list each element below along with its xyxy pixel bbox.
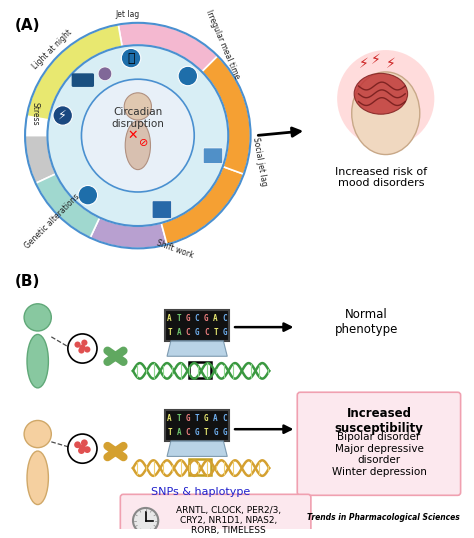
Text: T: T bbox=[213, 328, 218, 337]
Text: G: G bbox=[204, 314, 209, 323]
Text: A: A bbox=[176, 428, 181, 437]
Text: ⚡: ⚡ bbox=[386, 58, 395, 72]
Circle shape bbox=[24, 421, 51, 448]
Circle shape bbox=[133, 508, 158, 533]
Text: G: G bbox=[195, 428, 200, 437]
Text: Irregular meal time: Irregular meal time bbox=[204, 9, 241, 81]
Circle shape bbox=[74, 342, 81, 348]
Circle shape bbox=[81, 339, 88, 346]
FancyBboxPatch shape bbox=[152, 201, 172, 218]
Text: A: A bbox=[176, 328, 181, 337]
Text: C: C bbox=[186, 428, 190, 437]
Text: SNPs & haplotype: SNPs & haplotype bbox=[151, 487, 251, 498]
Text: C: C bbox=[222, 414, 227, 423]
Circle shape bbox=[68, 334, 97, 363]
Ellipse shape bbox=[354, 73, 408, 114]
Text: (A): (A) bbox=[14, 18, 40, 33]
Circle shape bbox=[78, 186, 98, 205]
Circle shape bbox=[79, 344, 85, 351]
Text: ARNTL, CLOCK, PER2/3,
CRY2, NR1D1, NPAS2,
RORB, TIMELESS: ARNTL, CLOCK, PER2/3, CRY2, NR1D1, NPAS2… bbox=[176, 506, 281, 535]
Text: A: A bbox=[213, 314, 218, 323]
Circle shape bbox=[78, 348, 84, 353]
Text: A: A bbox=[213, 414, 218, 423]
Ellipse shape bbox=[352, 72, 420, 154]
Text: T: T bbox=[167, 328, 172, 337]
Wedge shape bbox=[36, 174, 100, 238]
Circle shape bbox=[53, 106, 73, 125]
Circle shape bbox=[337, 50, 434, 147]
Text: Shift work: Shift work bbox=[155, 238, 194, 260]
Text: T: T bbox=[204, 428, 209, 437]
Wedge shape bbox=[118, 23, 218, 72]
Text: A: A bbox=[167, 314, 172, 323]
Text: T: T bbox=[176, 314, 181, 323]
Text: Jet lag: Jet lag bbox=[115, 10, 139, 19]
Text: Trends in Pharmacological Sciences: Trends in Pharmacological Sciences bbox=[307, 513, 460, 521]
Circle shape bbox=[84, 346, 91, 352]
Text: Normal
phenotype: Normal phenotype bbox=[335, 308, 398, 336]
FancyBboxPatch shape bbox=[203, 148, 223, 164]
Circle shape bbox=[178, 66, 198, 86]
Text: Light at night: Light at night bbox=[30, 28, 73, 71]
Circle shape bbox=[124, 93, 152, 120]
Text: C: C bbox=[195, 314, 200, 323]
Wedge shape bbox=[25, 136, 56, 183]
Ellipse shape bbox=[125, 121, 150, 169]
FancyBboxPatch shape bbox=[72, 73, 94, 87]
Text: G: G bbox=[195, 328, 200, 337]
Text: A: A bbox=[167, 414, 172, 423]
Text: ⚡: ⚡ bbox=[358, 58, 368, 72]
Polygon shape bbox=[167, 341, 227, 356]
Circle shape bbox=[98, 67, 112, 81]
Text: T: T bbox=[195, 414, 200, 423]
Polygon shape bbox=[167, 441, 227, 456]
Text: C: C bbox=[222, 314, 227, 323]
FancyBboxPatch shape bbox=[165, 310, 229, 341]
Text: ✕: ✕ bbox=[128, 129, 138, 142]
Text: G: G bbox=[186, 414, 190, 423]
Text: G: G bbox=[213, 428, 218, 437]
Text: Increased risk of
mood disorders: Increased risk of mood disorders bbox=[335, 167, 427, 188]
Text: C: C bbox=[204, 328, 209, 337]
Circle shape bbox=[82, 79, 194, 192]
Circle shape bbox=[81, 440, 88, 446]
Text: Genetic alterations: Genetic alterations bbox=[23, 193, 81, 251]
Circle shape bbox=[47, 45, 228, 226]
Circle shape bbox=[121, 48, 141, 68]
Text: Bipolar disorder
Major depressive
disorder
Winter depression: Bipolar disorder Major depressive disord… bbox=[331, 432, 427, 477]
FancyBboxPatch shape bbox=[120, 494, 311, 538]
Text: Circadian
disruption: Circadian disruption bbox=[111, 107, 164, 129]
Text: G: G bbox=[204, 414, 209, 423]
Circle shape bbox=[74, 441, 81, 448]
Circle shape bbox=[78, 447, 85, 454]
Wedge shape bbox=[161, 167, 244, 245]
Text: G: G bbox=[222, 328, 227, 337]
FancyBboxPatch shape bbox=[297, 392, 461, 495]
Text: Social jet lag: Social jet lag bbox=[251, 136, 268, 187]
Circle shape bbox=[24, 304, 51, 331]
Circle shape bbox=[84, 446, 91, 453]
Text: C: C bbox=[186, 328, 190, 337]
Wedge shape bbox=[90, 217, 167, 249]
Text: ⚡: ⚡ bbox=[58, 109, 67, 122]
Circle shape bbox=[68, 434, 97, 463]
FancyBboxPatch shape bbox=[165, 410, 229, 441]
Ellipse shape bbox=[27, 451, 48, 505]
Text: G: G bbox=[186, 314, 190, 323]
Text: ⚡: ⚡ bbox=[371, 53, 381, 67]
Ellipse shape bbox=[27, 335, 48, 388]
Text: T: T bbox=[176, 414, 181, 423]
Text: Increased
susceptibility: Increased susceptibility bbox=[335, 407, 423, 435]
Text: (B): (B) bbox=[14, 274, 40, 289]
Text: 🌐: 🌐 bbox=[128, 52, 135, 65]
Text: Stress: Stress bbox=[31, 102, 40, 125]
Text: ⊘: ⊘ bbox=[139, 138, 148, 148]
Text: T: T bbox=[167, 428, 172, 437]
Wedge shape bbox=[27, 25, 122, 120]
Wedge shape bbox=[202, 56, 251, 174]
Circle shape bbox=[79, 444, 86, 451]
Text: G: G bbox=[222, 428, 227, 437]
